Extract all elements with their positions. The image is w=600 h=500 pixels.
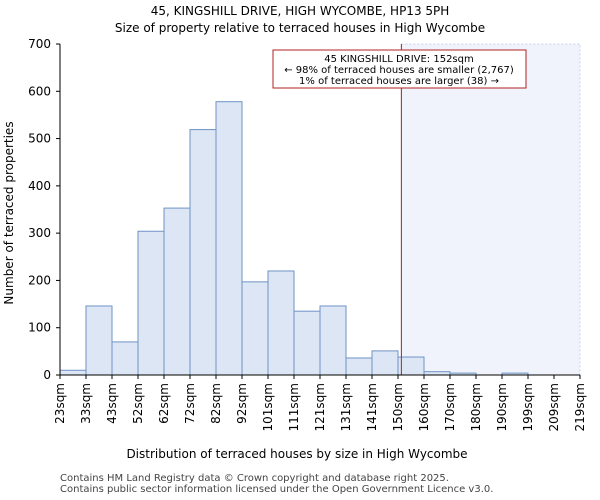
y-tick-label: 400	[28, 179, 51, 193]
bar-43sqm	[111, 341, 139, 376]
bar-33sqm	[85, 305, 113, 376]
bar-121sqm	[319, 305, 347, 376]
bar-150sqm	[397, 356, 425, 376]
bar-72sqm	[189, 129, 217, 376]
x-tick-label: 72sqm	[183, 383, 197, 424]
histogram-chart: 0 100 200 300 400 500 600 700 23sqm 33sqm 43sqm 52…	[2, 37, 587, 461]
x-tick-label: 160sqm	[417, 383, 431, 431]
x-tick-label: 82sqm	[209, 383, 223, 424]
footer-line-2: Contains public sector information licen…	[60, 484, 494, 495]
x-tick-label: 141sqm	[365, 383, 379, 431]
y-axis-label: Number of terraced properties	[2, 121, 16, 304]
x-tick-label: 209sqm	[547, 383, 561, 431]
bar-62sqm	[163, 207, 191, 376]
x-tick-label: 111sqm	[287, 383, 301, 431]
y-tick-label: 700	[28, 37, 51, 51]
bar-82sqm	[215, 101, 243, 376]
annotation-line-3: 1% of terraced houses are larger (38) →	[299, 76, 499, 87]
bar-101sqm	[267, 270, 295, 376]
annotation-box	[272, 49, 527, 89]
y-tick-label: 200	[28, 273, 51, 287]
chart-title: 45, KINGSHILL DRIVE, HIGH WYCOMBE, HP13 …	[150, 4, 450, 18]
x-tick-label: 170sqm	[443, 383, 457, 431]
x-tick-label: 180sqm	[469, 383, 483, 431]
x-tick-label: 23sqm	[53, 383, 67, 424]
annotation-line-2: ← 98% of terraced houses are smaller (2,…	[284, 65, 514, 76]
x-tick-label: 92sqm	[235, 383, 249, 424]
x-tick-label: 121sqm	[313, 383, 327, 431]
x-tick-label: 101sqm	[261, 383, 275, 431]
x-tick-label: 62sqm	[157, 383, 171, 424]
y-tick-label: 500	[28, 132, 51, 146]
x-tick-label: 43sqm	[105, 383, 119, 424]
x-tick-label: 52sqm	[131, 383, 145, 424]
footer-line-1: Contains HM Land Registry data © Crown c…	[60, 473, 449, 484]
y-tick-label: 600	[28, 84, 51, 98]
y-tick-label: 0	[43, 368, 51, 382]
highlight-region	[400, 43, 581, 376]
x-tick-label: 131sqm	[339, 383, 353, 431]
bar-23sqm	[59, 369, 87, 376]
x-tick-label: 150sqm	[391, 383, 405, 431]
bar-111sqm	[293, 310, 321, 376]
y-tick-label: 100	[28, 321, 51, 335]
bar-131sqm	[345, 357, 373, 376]
bar-92sqm	[241, 281, 269, 376]
annotation-line-1: 45 KINGSHILL DRIVE: 152sqm	[324, 54, 473, 65]
x-axis-label: Distribution of terraced houses by size …	[126, 447, 467, 461]
y-tick-label: 300	[28, 226, 51, 240]
x-tick-label: 33sqm	[79, 383, 93, 424]
x-tick-label: 199sqm	[521, 383, 535, 431]
bar-141sqm	[371, 350, 399, 376]
x-tick-label: 219sqm	[573, 383, 587, 431]
bar-52sqm	[137, 230, 165, 376]
chart-subtitle: Size of property relative to terraced ho…	[114, 21, 486, 35]
x-tick-label: 190sqm	[495, 383, 509, 431]
